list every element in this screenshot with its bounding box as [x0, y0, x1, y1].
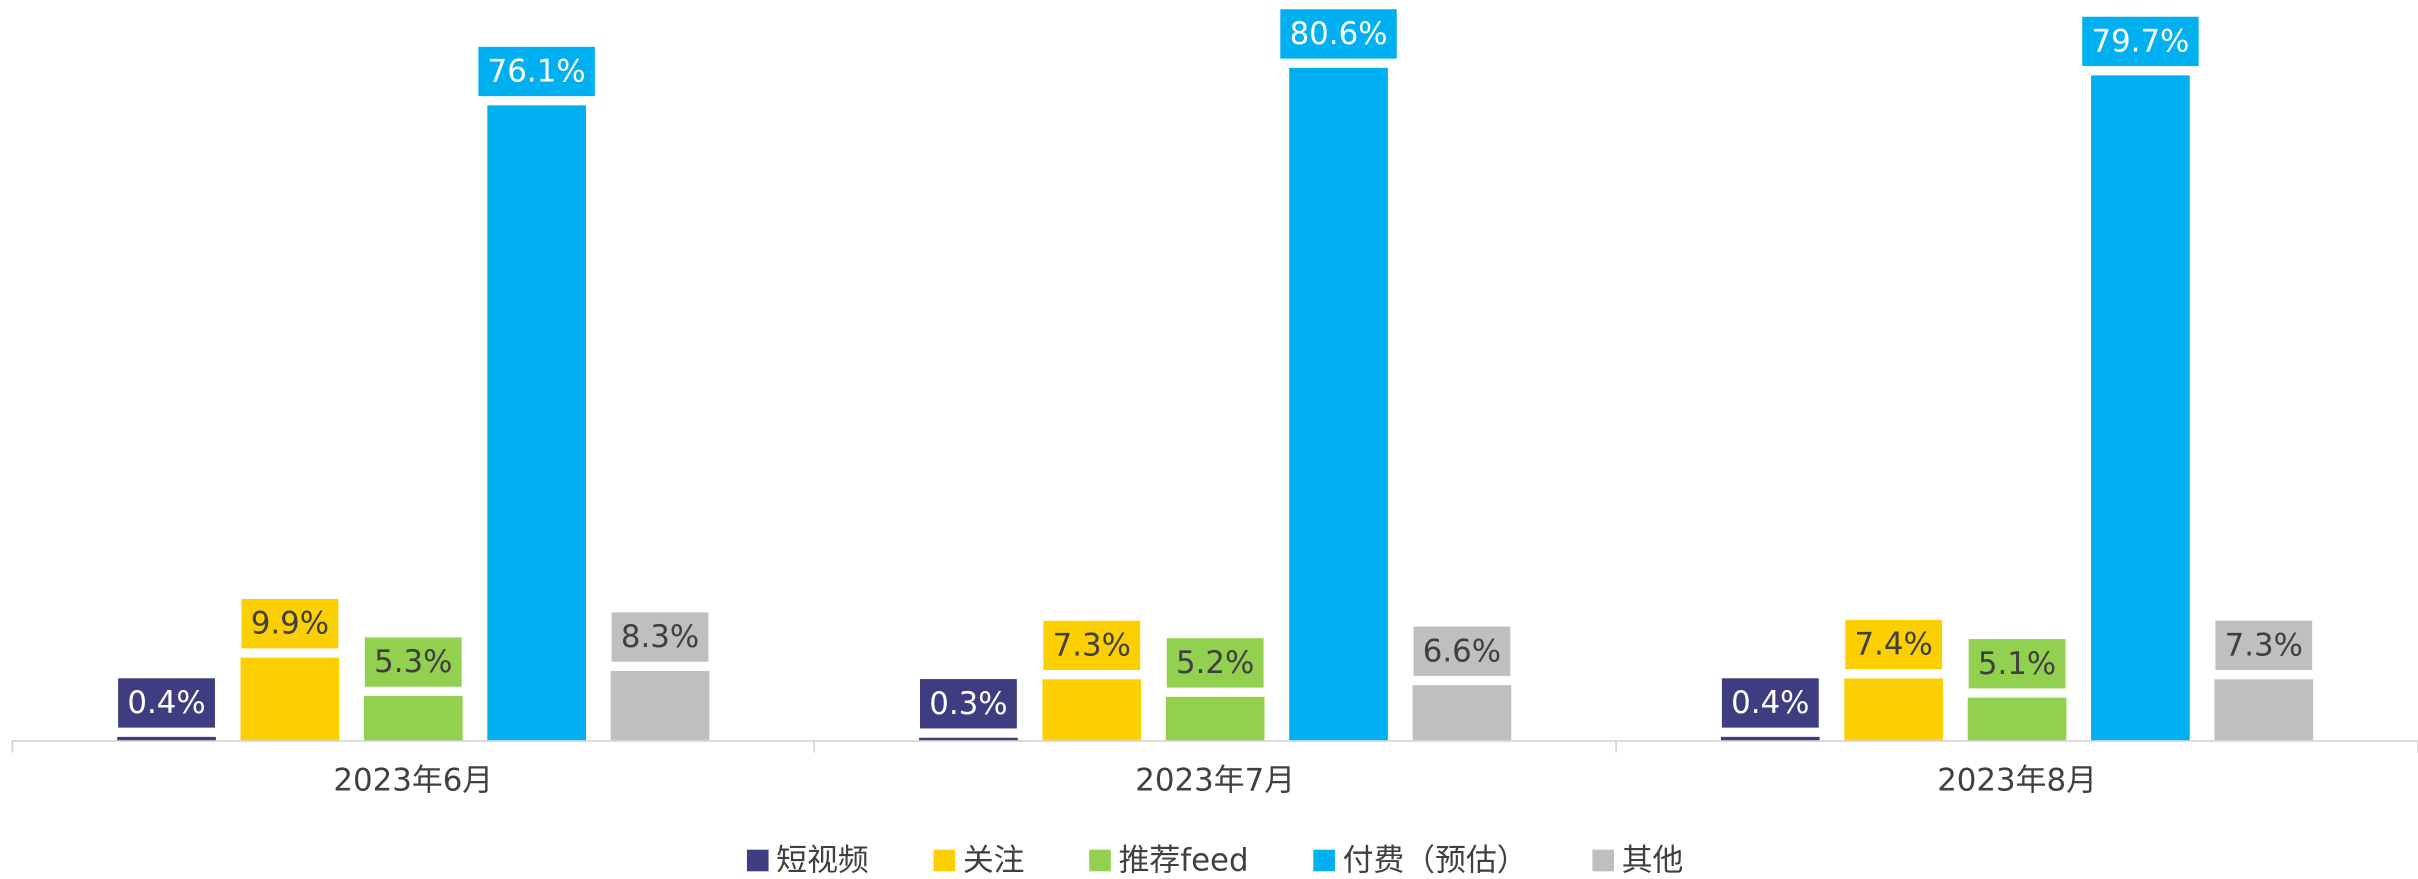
- x-tick-label: 2023年7月: [1135, 762, 1295, 798]
- bar: [363, 695, 463, 741]
- label-bg: [364, 637, 462, 687]
- label-bg: [1166, 638, 1264, 688]
- label-bg: [1280, 9, 1397, 59]
- legend-swatch: [1089, 849, 1111, 872]
- label-bg: [118, 678, 215, 728]
- data-label: 0.3%: [929, 686, 1007, 722]
- data-label: 0.4%: [127, 685, 205, 721]
- legend-label: 关注: [963, 843, 1025, 879]
- data-label: 8.3%: [621, 619, 699, 655]
- label-bg: [1721, 678, 1819, 728]
- data-label: 7.4%: [1855, 627, 1933, 663]
- legend-swatch: [933, 849, 956, 872]
- data-label: 6.6%: [1423, 633, 1501, 669]
- bar: [1967, 697, 2067, 741]
- label-bg: [1413, 626, 1511, 676]
- legend-swatch: [1592, 849, 1614, 872]
- bar: [1844, 678, 1944, 741]
- bar: [1412, 685, 1512, 741]
- x-tick-label: 2023年6月: [333, 762, 493, 798]
- bar: [2091, 75, 2190, 741]
- legend-swatch: [1313, 849, 1335, 872]
- data-label: 9.9%: [251, 606, 329, 642]
- label-bg: [2082, 16, 2199, 67]
- data-label: 76.1%: [488, 54, 586, 90]
- bar: [1289, 67, 1388, 741]
- legend-label: 其他: [1622, 843, 1684, 879]
- label-bg: [1845, 619, 1943, 670]
- legend-label: 推荐feed: [1119, 843, 1249, 879]
- bar: [487, 105, 586, 741]
- bar: [240, 657, 340, 741]
- label-bg: [1968, 639, 2066, 689]
- label-bg: [920, 679, 1017, 729]
- data-label: 5.3%: [374, 644, 452, 680]
- label-bg: [241, 599, 339, 649]
- data-label: 5.1%: [1978, 646, 2056, 682]
- label-bg: [2215, 620, 2313, 671]
- bar: [2214, 679, 2314, 741]
- bar: [610, 670, 710, 741]
- bar: [117, 736, 216, 741]
- legend-label: 付费（预估）: [1343, 843, 1528, 879]
- bar: [1720, 736, 1820, 741]
- legend-swatch: [746, 849, 769, 872]
- data-label: 5.2%: [1176, 645, 1254, 681]
- data-label: 80.6%: [1290, 16, 1388, 52]
- legend-label: 短视频: [776, 843, 868, 879]
- x-tick-label: 2023年8月: [1937, 762, 2097, 798]
- bar: [1165, 696, 1265, 741]
- data-label: 0.4%: [1731, 685, 1809, 721]
- data-label: 7.3%: [1053, 627, 1131, 663]
- label-bg: [478, 46, 595, 97]
- label-bg: [1043, 620, 1141, 671]
- data-label: 7.3%: [2225, 627, 2303, 663]
- label-bg: [611, 612, 709, 662]
- data-label: 79.7%: [2091, 23, 2189, 59]
- bar: [1042, 679, 1142, 741]
- bar: [919, 737, 1018, 741]
